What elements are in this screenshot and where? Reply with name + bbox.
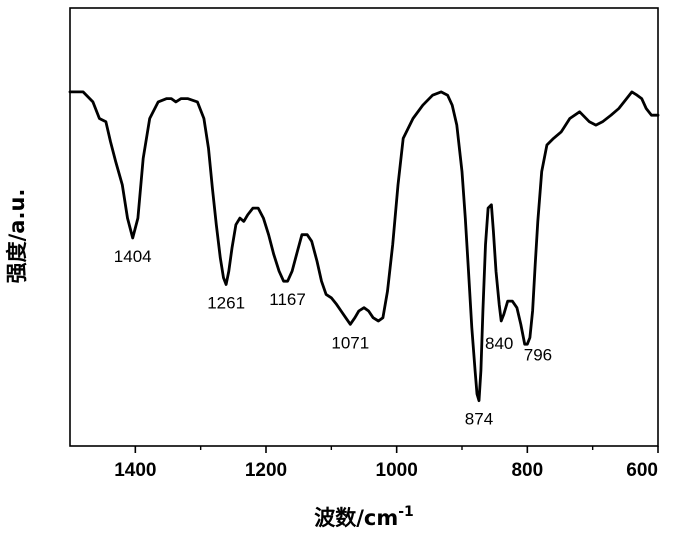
x-axis-title: 波数/cm-1 — [314, 504, 414, 530]
x-axis-ticks — [135, 446, 658, 453]
x-tick-label: 1200 — [245, 460, 287, 481]
spectrum-line — [70, 92, 658, 401]
peak-labels: 1404 1261 1167 1071 874 840 796 — [114, 247, 552, 429]
peak-label-1261: 1261 — [207, 293, 245, 312]
peak-label-1167: 1167 — [269, 290, 306, 309]
peak-label-840: 840 — [485, 334, 513, 353]
peak-label-874: 874 — [465, 410, 493, 429]
x-tick-label: 1000 — [376, 460, 418, 481]
x-tick-label: 600 — [626, 460, 658, 481]
x-axis-tick-labels: 1400 1200 1000 800 600 — [114, 460, 658, 481]
peak-label-1404: 1404 — [114, 247, 152, 266]
peak-label-796: 796 — [524, 346, 552, 365]
peak-label-1071: 1071 — [331, 333, 369, 352]
y-axis-title: 强度/a.u. — [5, 189, 29, 284]
plot-frame — [70, 8, 658, 446]
x-tick-label: 800 — [511, 460, 543, 481]
x-tick-label: 1400 — [114, 460, 156, 481]
